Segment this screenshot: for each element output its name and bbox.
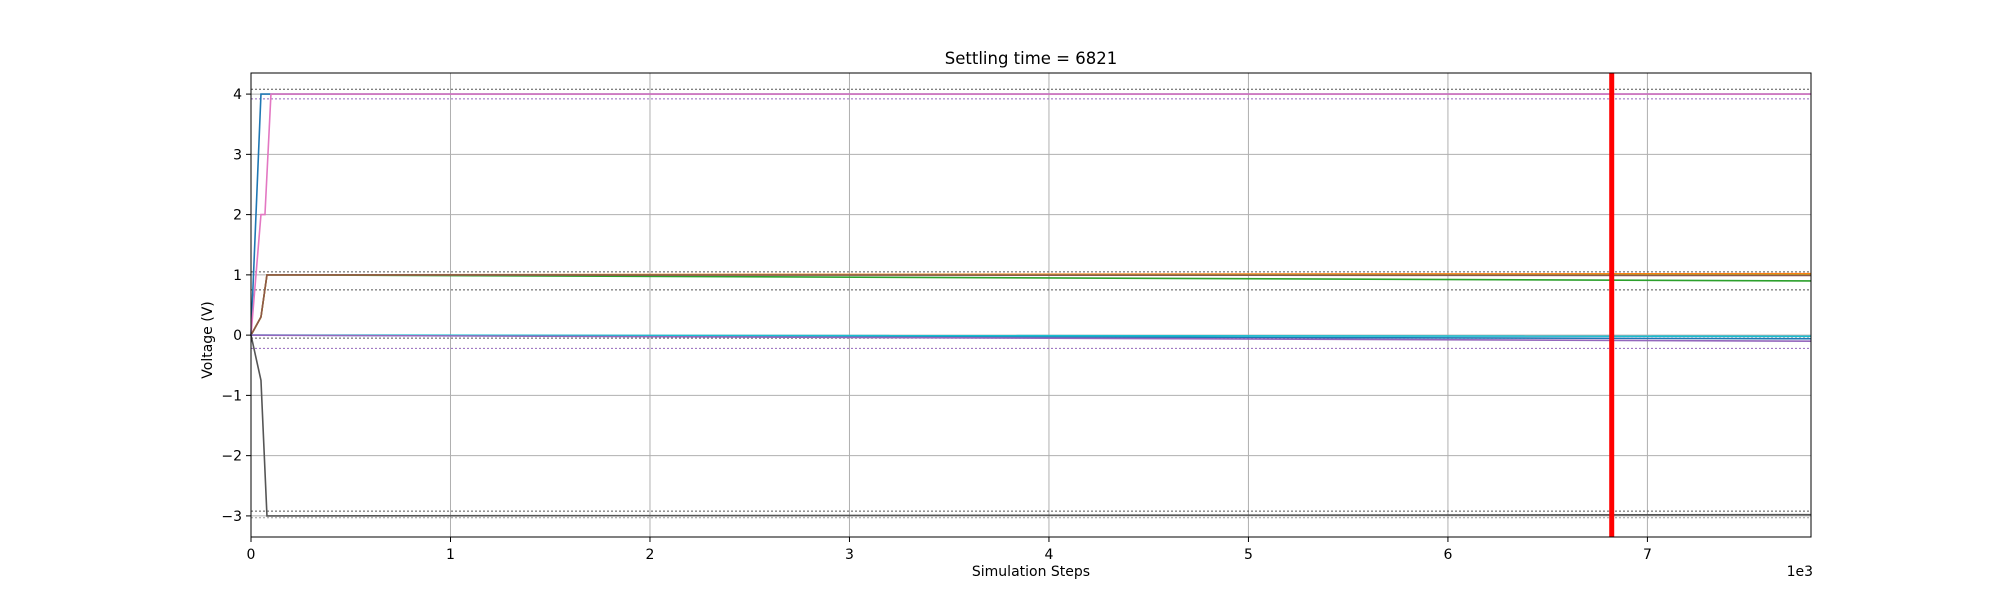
chart-title: Settling time = 6821 — [945, 49, 1118, 68]
x-tick-label: 6 — [1443, 547, 1452, 563]
axes: 0 1 2 3 4 5 6 7 4 3 2 1 0 −1 −2 −3 — [221, 72, 1812, 563]
y-tick-label: 3 — [233, 147, 242, 163]
series-line-2 — [250, 93, 1811, 336]
y-tick-label: 4 — [233, 87, 242, 103]
y-tick-label: −2 — [221, 449, 242, 465]
plot-frame — [250, 72, 1812, 538]
grid-lines — [251, 73, 1811, 537]
y-tick-label: 2 — [233, 208, 242, 224]
series-group — [250, 73, 1812, 537]
x-tick-label: 4 — [1044, 547, 1053, 563]
y-axis-label: Voltage (V) — [200, 301, 216, 378]
y-tick-label: −1 — [221, 388, 242, 404]
y-tick-label: 1 — [233, 268, 242, 284]
series-line-3 — [250, 274, 1812, 336]
x-axis-label: Simulation Steps — [972, 564, 1090, 580]
series-line-6 — [250, 274, 1812, 336]
x-axis-offset-label: 1e3 — [1787, 564, 1813, 580]
x-tick-label: 3 — [845, 547, 854, 563]
x-tick-label: 0 — [247, 547, 256, 563]
reference-lines — [251, 88, 1811, 519]
series-line-5 — [250, 274, 1811, 336]
x-tick-label: 7 — [1643, 547, 1652, 563]
x-tick-label: 1 — [446, 547, 455, 563]
series-line-4 — [250, 272, 1812, 336]
y-tick-label: 0 — [233, 328, 242, 344]
x-tick-label: 5 — [1244, 547, 1253, 563]
x-tick-label: 2 — [646, 547, 655, 563]
y-tick-label: −3 — [221, 509, 242, 525]
series-line-9 — [250, 334, 1812, 342]
series-line-8 — [250, 334, 1812, 338]
series-line-10 — [250, 334, 1812, 517]
